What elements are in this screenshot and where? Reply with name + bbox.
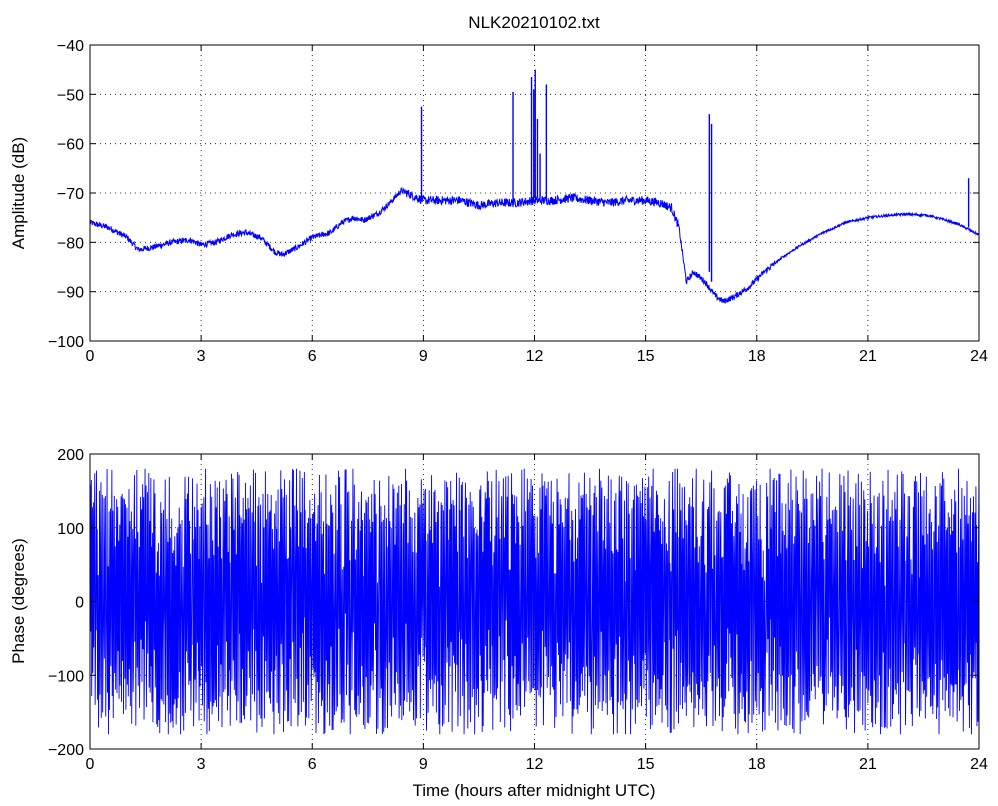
amplitude-y-tick-label: −80 (57, 235, 84, 252)
phase-y-label: Phase (degrees) (9, 538, 28, 664)
amplitude-x-tick-label: 21 (859, 348, 877, 365)
phase-axes: 0 3 6 9 12 15 18 21 24 200 100 0 −100 −200 Phase (deg… (9, 447, 988, 800)
phase-x-tick-label: 9 (419, 756, 428, 773)
amplitude-ticks: 0 3 6 9 12 15 18 21 24 −40 −50 −60 −70 −80 −90 −100 (48, 38, 988, 365)
phase-y-tick-label: 0 (75, 595, 84, 612)
phase-x-tick-label: 0 (86, 756, 95, 773)
amplitude-x-tick-label: 0 (86, 348, 95, 365)
amplitude-y-tick-label: −50 (57, 87, 84, 104)
amplitude-axes: NLK20210102.txt 0 3 6 9 12 15 18 21 24 −40 −50 −60 −… (9, 13, 988, 365)
phase-y-tick-label: −200 (48, 742, 84, 759)
phase-x-tick-label: 21 (859, 756, 877, 773)
phase-y-tick-label: 200 (57, 447, 84, 464)
amplitude-title: NLK20210102.txt (468, 13, 600, 32)
amplitude-y-tick-label: −100 (48, 334, 84, 351)
amplitude-x-tick-label: 3 (197, 348, 206, 365)
amplitude-y-tick-label: −40 (57, 38, 84, 55)
amplitude-series (89, 69, 980, 304)
phase-y-tick-label: −100 (48, 668, 84, 685)
phase-x-tick-label: 12 (526, 756, 544, 773)
phase-series (89, 468, 980, 735)
amplitude-x-tick-label: 24 (970, 348, 988, 365)
phase-x-tick-label: 15 (637, 756, 655, 773)
phase-x-tick-label: 6 (308, 756, 317, 773)
phase-x-tick-label: 24 (970, 756, 988, 773)
phase-x-tick-label: 18 (748, 756, 766, 773)
amplitude-y-tick-label: −60 (57, 137, 84, 154)
amplitude-y-label: Amplitude (dB) (9, 137, 28, 249)
phase-y-tick-label: 100 (57, 521, 84, 538)
amplitude-x-tick-label: 12 (526, 348, 544, 365)
amplitude-line (89, 186, 980, 304)
phase-x-label: Time (hours after midnight UTC) (412, 781, 655, 800)
phase-line (89, 468, 980, 735)
phase-x-tick-label: 3 (197, 756, 206, 773)
phase-ticks: 0 3 6 9 12 15 18 21 24 200 100 0 −100 −200 (48, 447, 988, 773)
amplitude-x-tick-label: 15 (637, 348, 655, 365)
amplitude-x-tick-label: 18 (748, 348, 766, 365)
amplitude-x-tick-label: 6 (308, 348, 317, 365)
amplitude-y-tick-label: −70 (57, 186, 84, 203)
amplitude-x-tick-label: 9 (419, 348, 428, 365)
amplitude-y-tick-label: −90 (57, 285, 84, 302)
amplitude-grid (90, 45, 979, 341)
